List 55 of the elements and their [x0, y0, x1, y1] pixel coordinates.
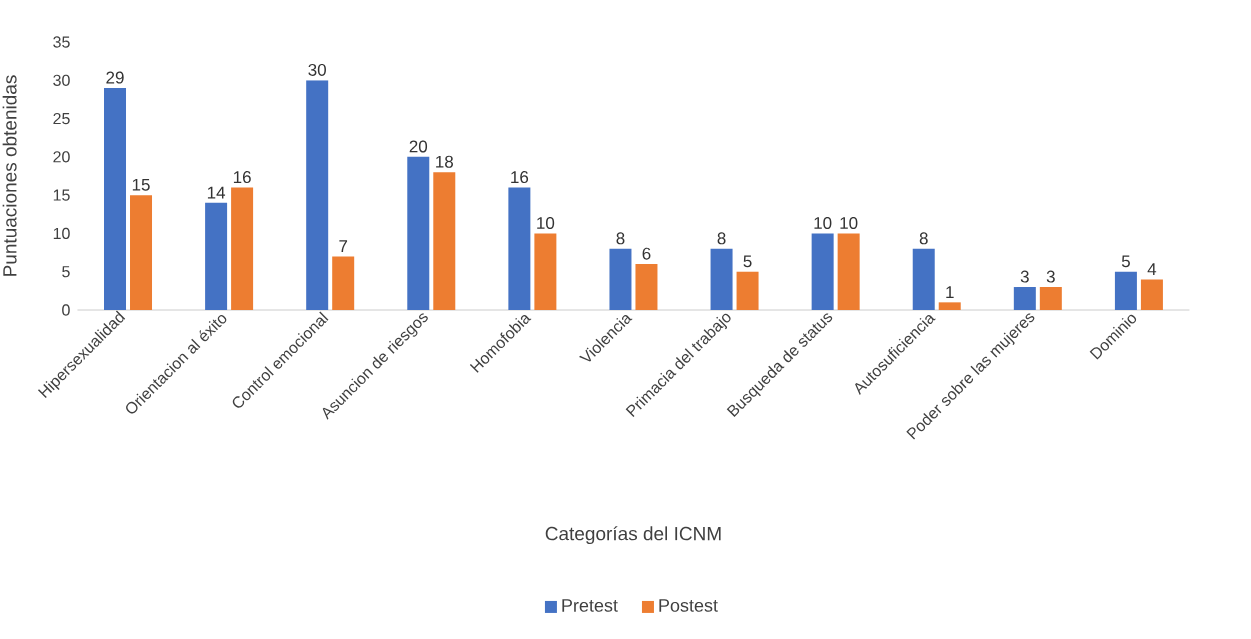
legend-label: Postest [659, 599, 718, 612]
data-label: 29 [106, 71, 124, 84]
bar [231, 187, 254, 311]
bar [736, 271, 759, 311]
bar [508, 187, 531, 311]
y-tick-label: 10 [53, 227, 70, 240]
bar [130, 195, 153, 311]
bar [1013, 287, 1036, 311]
data-label: 16 [511, 171, 529, 184]
data-label: 8 [919, 232, 928, 245]
y-tick-label: 25 [53, 112, 70, 125]
data-label: 5 [743, 255, 752, 268]
data-label: 3 [1020, 270, 1029, 283]
data-label: 14 [207, 186, 226, 199]
bar [205, 202, 228, 311]
data-label: 30 [308, 63, 326, 76]
bar [1039, 287, 1062, 311]
bar [104, 87, 127, 311]
data-label: 10 [840, 217, 858, 230]
bar [938, 302, 961, 311]
bar [635, 264, 658, 311]
y-axis-title: Puntuaciones obtenidas [2, 75, 17, 276]
bar [407, 156, 430, 311]
y-tick-label: 30 [53, 74, 70, 86]
data-label: 8 [717, 232, 726, 245]
data-label: 18 [436, 155, 453, 168]
data-label: 6 [642, 247, 651, 260]
data-label: 10 [537, 217, 555, 230]
y-tick-label: 20 [53, 151, 70, 163]
bar [1140, 279, 1163, 311]
data-label: 1 [946, 286, 954, 298]
bar [433, 172, 456, 311]
data-label: 7 [339, 240, 348, 253]
bar [837, 233, 860, 311]
data-label: 5 [1121, 255, 1130, 268]
x-axis-title: Categorías del ICNM [545, 526, 721, 545]
bar [534, 233, 557, 311]
data-label: 15 [132, 178, 150, 191]
y-tick-label: 5 [62, 266, 70, 278]
data-label: 3 [1046, 270, 1055, 283]
y-tick-label: 15 [53, 189, 70, 201]
data-label: 16 [233, 171, 251, 184]
data-label: 20 [409, 140, 428, 153]
data-label: 4 [1147, 263, 1157, 275]
data-label: 10 [814, 217, 832, 230]
bar [1114, 271, 1137, 311]
bar [609, 248, 632, 311]
bar [811, 233, 834, 311]
bar [332, 256, 355, 311]
bar [912, 248, 935, 311]
bar [306, 80, 329, 311]
bar [710, 248, 733, 311]
y-tick-label: 35 [53, 36, 70, 48]
data-label: 8 [616, 232, 625, 245]
legend-label: Pretest [562, 599, 618, 612]
